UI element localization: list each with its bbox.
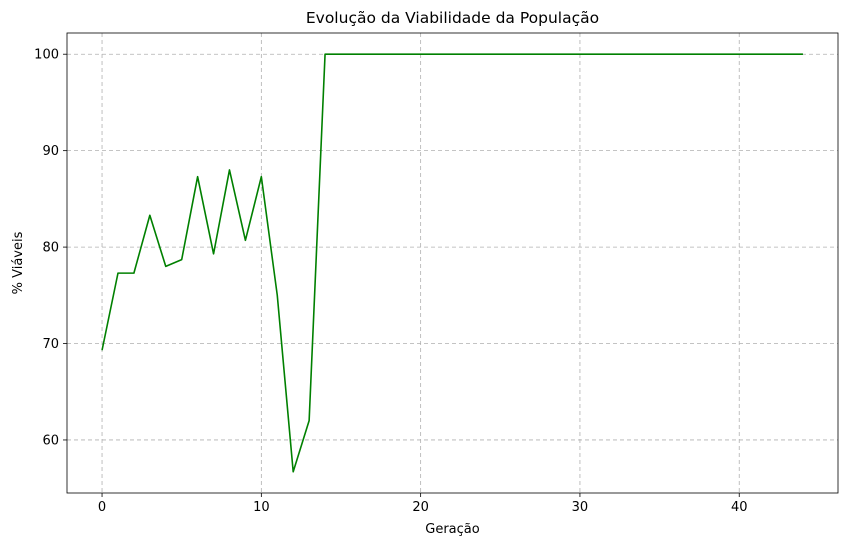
y-tick-label: 60 — [42, 433, 59, 448]
x-tick-label: 20 — [412, 500, 429, 515]
y-tick-label: 80 — [42, 241, 59, 256]
axes — [66, 32, 839, 494]
y-tick-label: 100 — [34, 48, 59, 63]
y-tick-label: 90 — [42, 144, 59, 159]
x-tick-label: 10 — [253, 500, 270, 515]
series-line — [101, 53, 803, 473]
axes-frame — [66, 32, 839, 494]
y-tick-label: 70 — [42, 337, 59, 352]
y-axis-label: % Viáveis — [11, 231, 26, 294]
chart-title: Evolução da Viabilidade da População — [306, 9, 599, 27]
x-axis-label: Geração — [425, 522, 479, 537]
x-tick-label: 0 — [98, 500, 106, 515]
plot-area — [67, 33, 838, 493]
x-tick-label: 40 — [731, 500, 748, 515]
series-layer — [101, 53, 803, 473]
tick-layer: 0 10 20 30 40 60 70 80 90 100 — [34, 48, 747, 515]
x-tick-label: 30 — [572, 500, 589, 515]
